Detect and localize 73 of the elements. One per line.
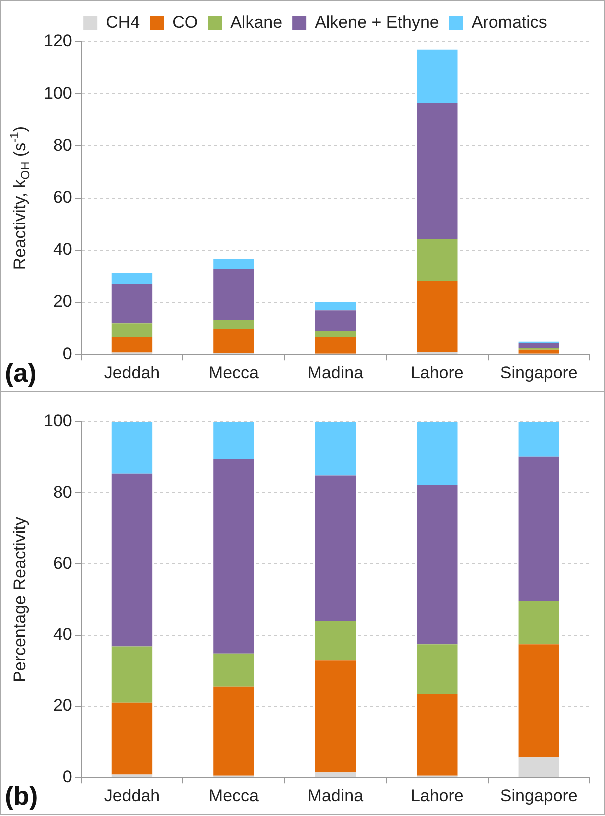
y-tick-label: 100 bbox=[44, 412, 72, 431]
text: (b) bbox=[5, 781, 38, 812]
y-axis-title: Percentage Reactivity bbox=[10, 516, 30, 682]
bar bbox=[417, 644, 458, 694]
y-tick-label: 0 bbox=[62, 344, 72, 364]
x-tick-label: Mecca bbox=[208, 363, 260, 382]
y-tick-label: 40 bbox=[53, 240, 72, 260]
bar bbox=[417, 50, 458, 104]
x-tick-label: Mecca bbox=[208, 786, 260, 806]
y-tick-label: 80 bbox=[53, 482, 72, 502]
x-tick-label: Lahore bbox=[410, 786, 464, 806]
bar bbox=[214, 459, 254, 654]
bar bbox=[112, 337, 153, 353]
bar bbox=[112, 422, 153, 474]
x-tick-label: Jeddah bbox=[104, 363, 160, 382]
y-tick-label: 60 bbox=[53, 188, 72, 207]
legend-label: Alkane bbox=[230, 13, 283, 32]
legend-label: CH4 bbox=[106, 13, 140, 32]
bar bbox=[214, 269, 254, 320]
bar bbox=[214, 258, 254, 270]
bar bbox=[315, 331, 356, 338]
bar bbox=[214, 320, 254, 330]
bar bbox=[214, 422, 254, 460]
bar bbox=[315, 337, 356, 354]
bar bbox=[417, 352, 458, 354]
bar bbox=[417, 238, 458, 282]
bar bbox=[518, 350, 560, 354]
bar bbox=[417, 422, 458, 485]
legend-label: Alkene + Ethyne bbox=[315, 13, 440, 32]
bar bbox=[518, 422, 560, 457]
bar bbox=[214, 329, 254, 354]
bar bbox=[417, 103, 458, 239]
x-tick-label: Lahore bbox=[410, 363, 464, 382]
y-tick-label: 40 bbox=[53, 625, 72, 644]
bar bbox=[518, 601, 560, 645]
bar bbox=[112, 273, 153, 285]
bar bbox=[315, 422, 356, 476]
y-tick-label: 20 bbox=[53, 696, 72, 716]
legend-label: Aromatics bbox=[472, 13, 548, 32]
text: (a) bbox=[5, 358, 37, 389]
x-tick-label: Singapore bbox=[500, 786, 578, 806]
bar bbox=[315, 310, 356, 332]
bar bbox=[518, 758, 560, 778]
x-tick-label: Madina bbox=[308, 786, 364, 806]
legend-label: CO bbox=[172, 13, 198, 32]
bar bbox=[112, 324, 153, 338]
bar bbox=[112, 474, 153, 647]
bar bbox=[417, 694, 458, 776]
bar bbox=[112, 646, 153, 703]
bar bbox=[417, 281, 458, 352]
bar bbox=[315, 621, 356, 661]
x-tick-label: Jeddah bbox=[104, 786, 160, 806]
y-tick-label: 0 bbox=[62, 767, 72, 786]
y-tick-label: 100 bbox=[44, 84, 72, 103]
y-tick-label: 120 bbox=[44, 32, 72, 51]
y-axis-title: Reactivity, kOH (s-1) bbox=[7, 126, 32, 270]
y-tick-label: 20 bbox=[53, 292, 72, 312]
bar bbox=[518, 456, 560, 602]
x-tick-label: Madina bbox=[308, 363, 364, 382]
bar bbox=[315, 302, 356, 311]
bar bbox=[518, 343, 560, 348]
bar bbox=[315, 772, 356, 778]
bar bbox=[214, 686, 254, 776]
y-tick-label: 60 bbox=[53, 554, 72, 573]
bar bbox=[315, 476, 356, 622]
bar bbox=[315, 660, 356, 773]
x-tick-label: Singapore bbox=[500, 363, 578, 382]
bar bbox=[214, 654, 254, 687]
bar bbox=[112, 284, 153, 324]
bar bbox=[518, 644, 560, 758]
bar bbox=[417, 484, 458, 645]
bar bbox=[112, 702, 153, 775]
y-tick-label: 80 bbox=[53, 136, 72, 155]
